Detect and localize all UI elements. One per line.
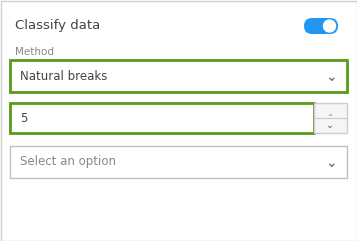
Text: Select an option: Select an option bbox=[20, 155, 116, 168]
Circle shape bbox=[323, 20, 336, 32]
Text: Natural breaks: Natural breaks bbox=[20, 69, 107, 82]
FancyBboxPatch shape bbox=[10, 103, 314, 133]
Text: ‸: ‸ bbox=[329, 106, 332, 115]
Text: 5: 5 bbox=[20, 112, 27, 125]
FancyBboxPatch shape bbox=[314, 103, 347, 133]
FancyBboxPatch shape bbox=[10, 146, 347, 178]
FancyBboxPatch shape bbox=[304, 18, 338, 34]
FancyBboxPatch shape bbox=[10, 60, 347, 92]
Text: ⌄: ⌄ bbox=[325, 70, 337, 84]
Text: ⌄: ⌄ bbox=[326, 120, 335, 130]
Text: ⌄: ⌄ bbox=[325, 156, 337, 170]
Text: Classify data: Classify data bbox=[15, 20, 100, 33]
Text: Method: Method bbox=[15, 47, 54, 57]
